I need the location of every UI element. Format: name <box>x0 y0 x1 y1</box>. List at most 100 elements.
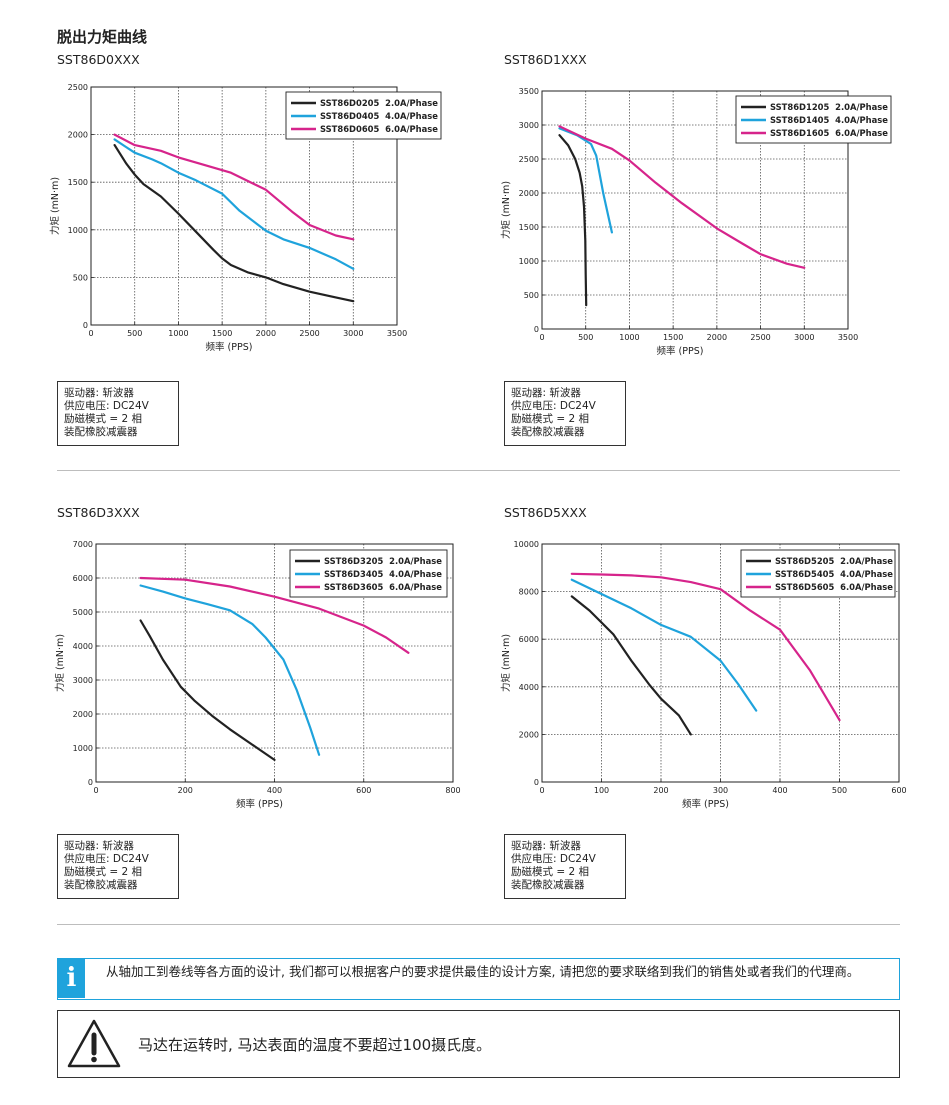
legend-label: SST86D5605 6.0A/Phase <box>775 582 893 592</box>
legend-label: SST86D3405 4.0A/Phase <box>324 569 442 579</box>
chart-1: 0 500 1000 1500 2000 2500 3000 3500 0 500 1000 1500… <box>500 87 892 357</box>
conditions-box-d3: 驱动器: 斩波器 供应电压: DC24V 励磁模式 = 2 相 装配橡胶减震器 <box>57 834 179 899</box>
info-icon: i <box>58 959 85 998</box>
y-tick-label: 2000 <box>519 730 539 739</box>
y-tick-label: 500 <box>73 273 88 282</box>
x-tick-label: 300 <box>713 786 728 795</box>
y-tick-label: 6000 <box>519 635 539 644</box>
x-tick-label: 1500 <box>663 333 683 342</box>
x-tick-label: 800 <box>445 786 460 795</box>
legend-label: SST86D5205 2.0A/Phase <box>775 556 893 566</box>
y-tick-label: 1500 <box>519 223 539 232</box>
x-axis-label: 频率 (PPS) <box>236 798 283 810</box>
chart-title-d0: SST86D0XXX <box>57 52 140 67</box>
chart-2: 0 200 400 600 800 0 1000 2000 3000 4000 5000 6000 70… <box>54 540 461 810</box>
warning-note: 马达在运转时, 马达表面的温度不要超过100摄氏度。 <box>57 1010 900 1078</box>
x-tick-label: 1000 <box>168 329 188 338</box>
y-tick-label: 1500 <box>68 178 88 187</box>
y-tick-label: 6000 <box>73 574 93 583</box>
section-divider <box>57 924 900 925</box>
condition-excitation: 励磁模式 = 2 相 <box>511 866 589 878</box>
page-title: 脱出力矩曲线 <box>57 28 148 46</box>
warning-icon <box>67 1019 121 1068</box>
series-line-2 <box>139 576 410 654</box>
plot-frame <box>90 86 398 326</box>
conditions-box-d1: 驱动器: 斩波器 供应电压: DC24V 励磁模式 = 2 相 装配橡胶减震器 <box>504 381 626 446</box>
series-line-0 <box>113 144 355 303</box>
series-line-2 <box>558 125 806 269</box>
chart-title-d5: SST86D5XXX <box>504 505 587 520</box>
condition-damper: 装配橡胶减震器 <box>511 879 585 891</box>
legend: SST86D5205 2.0A/Phase SST86D5405 4.0A/Pha… <box>740 549 896 598</box>
condition-damper: 装配橡胶减震器 <box>64 426 138 438</box>
y-axis-label: 力矩 (mN·m) <box>500 181 512 239</box>
x-tick-label: 1500 <box>212 329 232 338</box>
legend-label: SST86D0605 6.0A/Phase <box>320 124 438 134</box>
chart-0: 0 500 1000 1500 2000 2500 3000 3500 0 500 1000 1500… <box>49 83 442 353</box>
x-tick-label: 400 <box>267 786 282 795</box>
y-tick-label: 3000 <box>73 676 93 685</box>
x-tick-label: 1000 <box>619 333 639 342</box>
condition-voltage: 供应电压: DC24V <box>64 853 149 865</box>
y-tick-label: 0 <box>88 778 93 787</box>
series-line-1 <box>113 138 355 270</box>
series-line-1 <box>139 584 321 756</box>
warning-text: 马达在运转时, 马达表面的温度不要超过100摄氏度。 <box>138 1036 492 1054</box>
info-text: 从轴加工到卷线等各方面的设计, 我们都可以根据客户的要求提供最佳的设计方案, 请… <box>106 964 860 979</box>
y-axis-label: 力矩 (mN·m) <box>54 634 66 692</box>
y-axis-label: 力矩 (mN·m) <box>500 634 512 692</box>
x-tick-label: 2000 <box>707 333 727 342</box>
condition-damper: 装配橡胶减震器 <box>64 879 138 891</box>
series-line-0 <box>139 619 276 762</box>
conditions-box-d0: 驱动器: 斩波器 供应电压: DC24V 励磁模式 = 2 相 装配橡胶减震器 <box>57 381 179 446</box>
y-tick-label: 500 <box>524 291 539 300</box>
y-tick-label: 1000 <box>73 744 93 753</box>
condition-excitation: 励磁模式 = 2 相 <box>511 413 589 425</box>
condition-driver: 驱动器: 斩波器 <box>511 840 581 852</box>
y-tick-label: 2000 <box>68 131 88 140</box>
legend-label: SST86D3605 6.0A/Phase <box>324 582 442 592</box>
x-tick-label: 0 <box>539 786 544 795</box>
x-tick-label: 2000 <box>256 329 276 338</box>
y-tick-label: 10000 <box>514 540 539 549</box>
x-tick-label: 500 <box>127 329 142 338</box>
y-tick-label: 4000 <box>73 642 93 651</box>
section-divider <box>57 470 900 471</box>
x-tick-label: 200 <box>653 786 668 795</box>
legend-label: SST86D0205 2.0A/Phase <box>320 98 438 108</box>
condition-driver: 驱动器: 斩波器 <box>64 387 134 399</box>
x-tick-label: 100 <box>594 786 609 795</box>
series-line-0 <box>558 134 588 307</box>
chart-title-d1: SST86D1XXX <box>504 52 587 67</box>
x-tick-label: 500 <box>578 333 593 342</box>
x-tick-label: 0 <box>93 786 98 795</box>
legend: SST86D0205 2.0A/Phase SST86D0405 4.0A/Pha… <box>285 91 442 140</box>
condition-voltage: 供应电压: DC24V <box>64 400 149 412</box>
legend-label: SST86D0405 4.0A/Phase <box>320 111 438 121</box>
y-tick-label: 3000 <box>519 121 539 130</box>
plot-frame <box>541 90 849 330</box>
chart-title-d3: SST86D3XXX <box>57 505 140 520</box>
condition-voltage: 供应电压: DC24V <box>511 853 596 865</box>
series-line-1 <box>570 578 758 712</box>
condition-voltage: 供应电压: DC24V <box>511 400 596 412</box>
x-tick-label: 3500 <box>387 329 407 338</box>
y-tick-label: 0 <box>83 321 88 330</box>
x-tick-label: 2500 <box>299 329 319 338</box>
legend-label: SST86D1205 2.0A/Phase <box>770 102 888 112</box>
x-tick-label: 200 <box>178 786 193 795</box>
y-tick-label: 1000 <box>519 257 539 266</box>
series-line-2 <box>570 572 841 722</box>
y-tick-label: 2500 <box>519 155 539 164</box>
x-tick-label: 0 <box>88 329 93 338</box>
x-tick-label: 3000 <box>794 333 814 342</box>
x-tick-label: 600 <box>356 786 371 795</box>
x-tick-label: 3000 <box>343 329 363 338</box>
x-tick-label: 3500 <box>838 333 858 342</box>
series-line-2 <box>113 133 355 241</box>
y-tick-label: 1000 <box>68 226 88 235</box>
condition-damper: 装配橡胶减震器 <box>511 426 585 438</box>
legend: SST86D3205 2.0A/Phase SST86D3405 4.0A/Pha… <box>289 549 448 598</box>
x-axis-label: 频率 (PPS) <box>682 798 729 810</box>
